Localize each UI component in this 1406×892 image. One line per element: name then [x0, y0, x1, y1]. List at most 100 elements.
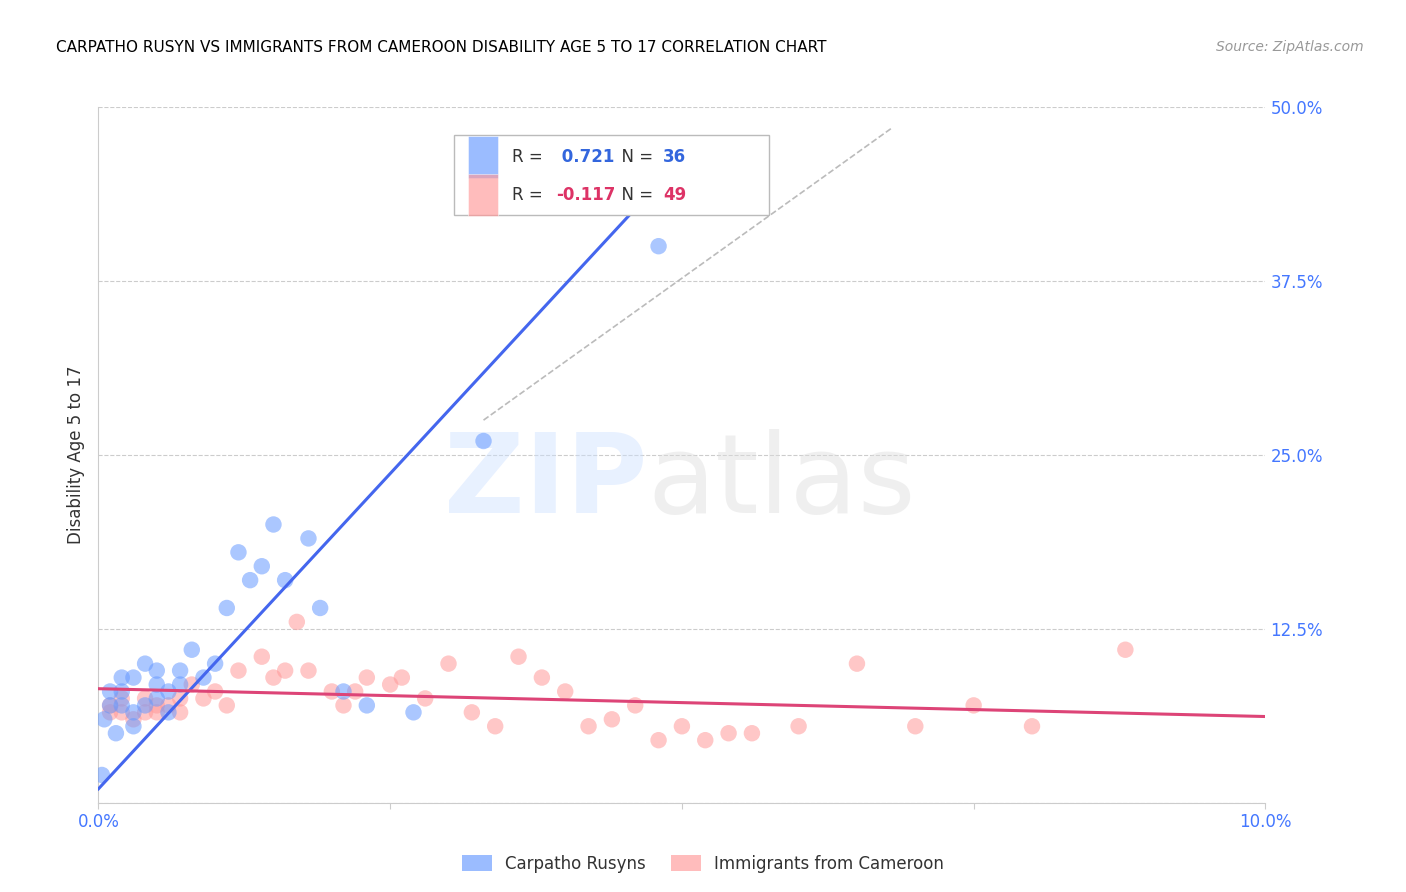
- Point: [134, 691, 156, 706]
- Point: [962, 698, 984, 713]
- Point: [157, 698, 180, 713]
- Point: [146, 664, 169, 678]
- Point: [356, 671, 378, 685]
- Point: [624, 698, 647, 713]
- Point: [157, 684, 180, 698]
- Point: [437, 657, 460, 671]
- Point: [647, 733, 669, 747]
- Text: 36: 36: [664, 148, 686, 166]
- Point: [274, 573, 297, 587]
- Point: [671, 719, 693, 733]
- Bar: [468, 136, 498, 178]
- Point: [122, 671, 145, 685]
- Point: [122, 712, 145, 726]
- Point: [508, 649, 530, 664]
- Point: [228, 545, 250, 559]
- Point: [274, 664, 297, 678]
- Point: [134, 698, 156, 713]
- Point: [741, 726, 763, 740]
- Bar: [468, 174, 498, 216]
- Point: [122, 719, 145, 733]
- Point: [332, 698, 354, 713]
- Point: [157, 706, 180, 720]
- Point: [285, 615, 308, 629]
- Point: [90, 768, 112, 782]
- Point: [461, 706, 484, 720]
- Point: [98, 698, 121, 713]
- Point: [180, 642, 202, 657]
- Point: [204, 684, 226, 698]
- Point: [600, 712, 623, 726]
- Text: N =: N =: [610, 186, 658, 204]
- Point: [578, 719, 600, 733]
- Y-axis label: Disability Age 5 to 17: Disability Age 5 to 17: [66, 366, 84, 544]
- Text: N =: N =: [610, 148, 658, 166]
- Point: [239, 573, 262, 587]
- Point: [180, 677, 202, 691]
- Point: [122, 706, 145, 720]
- Text: atlas: atlas: [647, 429, 915, 536]
- Point: [402, 706, 425, 720]
- Point: [228, 664, 250, 678]
- Point: [111, 706, 134, 720]
- Point: [111, 671, 134, 685]
- Legend: Carpatho Rusyns, Immigrants from Cameroon: Carpatho Rusyns, Immigrants from Cameroo…: [456, 848, 950, 880]
- Point: [321, 684, 343, 698]
- Point: [98, 706, 121, 720]
- Point: [146, 698, 169, 713]
- Point: [169, 706, 191, 720]
- Point: [904, 719, 927, 733]
- Text: ZIP: ZIP: [443, 429, 647, 536]
- Point: [169, 664, 191, 678]
- Point: [146, 691, 169, 706]
- Point: [93, 712, 115, 726]
- Point: [391, 671, 413, 685]
- Text: Source: ZipAtlas.com: Source: ZipAtlas.com: [1216, 40, 1364, 54]
- Point: [204, 657, 226, 671]
- Text: CARPATHO RUSYN VS IMMIGRANTS FROM CAMEROON DISABILITY AGE 5 TO 17 CORRELATION CH: CARPATHO RUSYN VS IMMIGRANTS FROM CAMERO…: [56, 40, 827, 55]
- Point: [846, 657, 869, 671]
- Point: [193, 671, 215, 685]
- Point: [530, 671, 553, 685]
- Point: [215, 601, 238, 615]
- Point: [134, 706, 156, 720]
- Point: [1114, 642, 1136, 657]
- Point: [356, 698, 378, 713]
- Point: [1021, 719, 1043, 733]
- Point: [787, 719, 810, 733]
- Point: [98, 698, 121, 713]
- Text: 0.721: 0.721: [555, 148, 614, 166]
- Point: [169, 677, 191, 691]
- Point: [297, 532, 319, 546]
- Point: [146, 706, 169, 720]
- Text: 49: 49: [664, 186, 686, 204]
- Point: [413, 691, 436, 706]
- Point: [111, 691, 134, 706]
- Point: [98, 684, 121, 698]
- Point: [146, 677, 169, 691]
- Point: [104, 726, 127, 740]
- Point: [250, 559, 273, 574]
- Point: [554, 684, 576, 698]
- Point: [111, 698, 134, 713]
- Point: [193, 691, 215, 706]
- Point: [111, 684, 134, 698]
- Point: [647, 239, 669, 253]
- Point: [134, 657, 156, 671]
- Bar: [454, 135, 769, 215]
- Point: [380, 677, 402, 691]
- Point: [695, 733, 717, 747]
- Point: [262, 671, 284, 685]
- Text: R =: R =: [512, 186, 547, 204]
- Point: [472, 434, 495, 448]
- Point: [297, 664, 319, 678]
- Point: [344, 684, 367, 698]
- Point: [332, 684, 354, 698]
- Point: [484, 719, 506, 733]
- Point: [215, 698, 238, 713]
- Point: [169, 691, 191, 706]
- Point: [262, 517, 284, 532]
- Point: [717, 726, 740, 740]
- Text: R =: R =: [512, 148, 547, 166]
- Point: [309, 601, 332, 615]
